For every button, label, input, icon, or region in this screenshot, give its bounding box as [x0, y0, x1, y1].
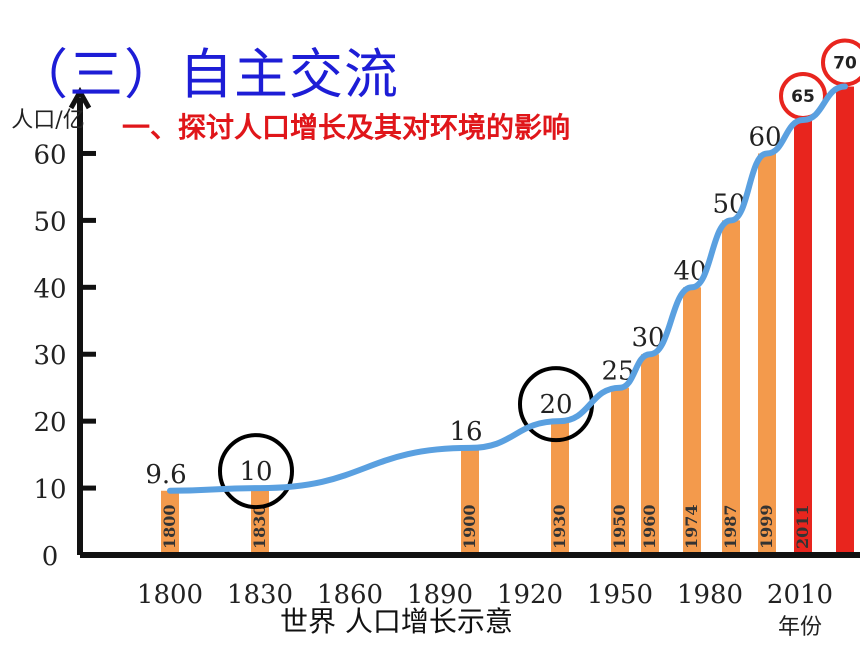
x-tick-label: 2010	[767, 580, 833, 610]
bar-year-label: 1974	[682, 504, 701, 549]
slide-title: （三）自主交流	[14, 43, 399, 106]
bar-year-label: 1830	[250, 504, 269, 549]
y-axis-label: 人口/亿	[11, 108, 84, 133]
x-tick-label: 1920	[497, 580, 563, 610]
bar	[641, 354, 659, 555]
bar	[836, 86, 854, 556]
x-tick-label: 1860	[317, 580, 383, 610]
highlight-circle	[218, 433, 294, 510]
x-tick-label: 1890	[407, 580, 473, 610]
y-tick-label: 0	[42, 542, 59, 572]
bar-value-label: 70	[833, 54, 857, 74]
bar	[722, 220, 740, 555]
x-tick-label: 1950	[587, 580, 653, 610]
y-tick-label: 30	[33, 341, 66, 371]
bar-year-label: 1950	[610, 504, 629, 549]
bar-value-label: 65	[791, 87, 815, 107]
bar-year-label: 1900	[460, 504, 479, 549]
y-tick-label: 60	[33, 140, 66, 170]
bar	[461, 447, 479, 555]
y-tick-label: 20	[33, 408, 66, 438]
bar	[758, 153, 776, 555]
trend-line	[167, 83, 848, 494]
bar-value-label: 16	[449, 417, 482, 447]
x-tick-label: 1830	[227, 580, 293, 610]
bar	[611, 387, 629, 555]
bar-year-label: 1930	[550, 504, 569, 549]
y-tick-label: 10	[33, 475, 66, 505]
bar-year-label: 1960	[640, 504, 659, 549]
bar	[161, 490, 179, 555]
slide-subtitle: 一、探讨人口增长及其对环境的影响	[122, 111, 571, 144]
y-tick-label: 40	[33, 274, 66, 304]
bar	[794, 120, 812, 555]
bar-year-label: 1800	[160, 504, 179, 549]
x-tick-label: 1980	[677, 580, 743, 610]
bar-year-label: 1987	[721, 504, 740, 549]
y-tick-label: 50	[33, 207, 66, 237]
bar-year-label: 2011	[793, 504, 812, 549]
bar	[551, 421, 569, 555]
x-tick-label: 1800	[137, 580, 203, 610]
bar	[683, 287, 701, 555]
bar-value-label: 9.6	[145, 460, 186, 490]
x-axis-label: 年份	[778, 615, 822, 640]
chart-caption: 世界 人口增长示意	[280, 605, 513, 638]
y-axis-arrow	[68, 86, 92, 110]
bar-year-label: 1999	[757, 504, 776, 549]
bar-value-label: 20	[539, 390, 572, 420]
bar-value-label: 10	[239, 457, 272, 487]
